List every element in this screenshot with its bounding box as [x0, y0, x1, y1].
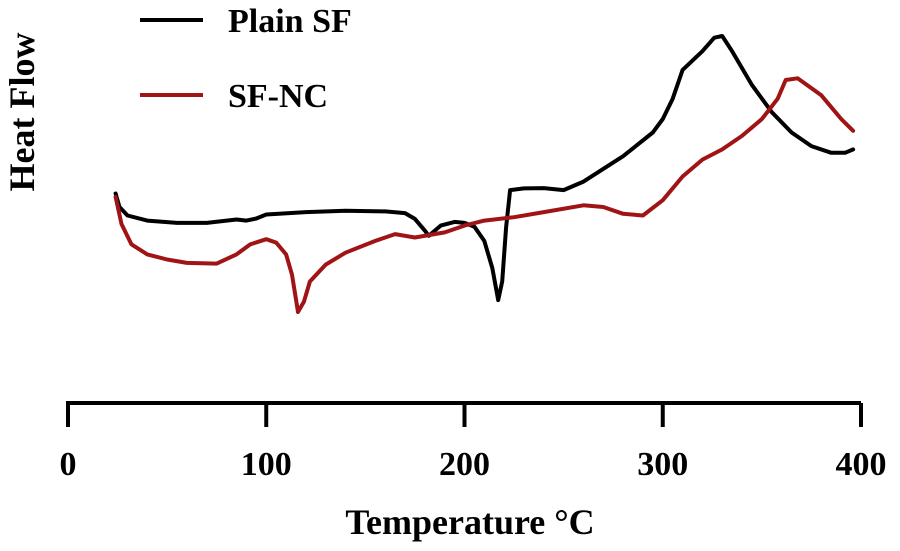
x-tick-label: 400	[836, 446, 887, 483]
series-group	[113, 34, 856, 314]
x-tick-label: 100	[241, 446, 292, 483]
y-axis-label: Heat Flow	[2, 33, 42, 192]
legend-label-plain-sf: Plain SF	[228, 3, 352, 40]
legend-label-sf-nc: SF-NC	[228, 78, 328, 115]
x-tick-label: 200	[439, 446, 490, 483]
x-tick-label: 0	[60, 446, 77, 483]
legend: Plain SF SF-NC	[140, 3, 352, 115]
x-axis-label: Temperature °C	[345, 502, 594, 542]
series-line-sf-nc	[113, 76, 856, 314]
series-line-plain-sf	[113, 34, 856, 303]
x-tick-label: 300	[637, 446, 688, 483]
x-axis-ticks: 0 100 200 300 400	[60, 403, 887, 483]
